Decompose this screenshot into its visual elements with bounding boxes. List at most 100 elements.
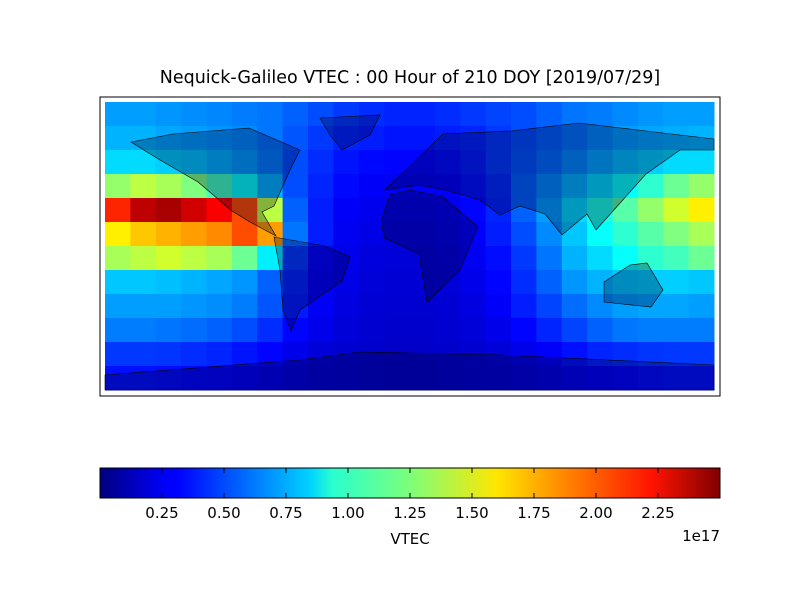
vtec-cell [561, 198, 588, 223]
vtec-cell [536, 222, 563, 247]
vtec-cell [308, 318, 334, 343]
vtec-cell [485, 318, 512, 343]
vtec-cell [612, 294, 639, 319]
coastlines [104, 114, 715, 391]
vtec-cell [358, 126, 385, 151]
heatmap [105, 102, 715, 391]
vtec-cell [130, 102, 157, 127]
vtec-cell [384, 246, 410, 271]
vtec-cell [231, 366, 258, 391]
vtec-cell [511, 294, 537, 319]
vtec-cell [130, 150, 157, 175]
vtec-cell [333, 102, 360, 127]
colorbar-tick-label: 1.50 [455, 504, 488, 522]
vtec-cell [637, 126, 664, 151]
vtec-cell [155, 342, 182, 367]
vtec-cell [536, 366, 563, 391]
vtec-cell [282, 246, 309, 271]
vtec-cell [257, 198, 284, 223]
vtec-cell [257, 126, 284, 151]
vtec-cell [130, 198, 157, 223]
vtec-cell [561, 246, 588, 271]
vtec-cell [561, 126, 588, 151]
vtec-cell [333, 294, 360, 319]
vtec-cell [308, 342, 334, 367]
vtec-cell [561, 174, 588, 199]
vtec-cell [663, 174, 690, 199]
vtec-cell [155, 174, 182, 199]
vtec-cell [384, 294, 410, 319]
vtec-cell [688, 270, 715, 295]
vtec-cell [206, 150, 233, 175]
vtec-cell [536, 174, 563, 199]
vtec-cell [536, 318, 563, 343]
colorbar-offset: 1e17 [682, 527, 720, 545]
vtec-cell [333, 222, 360, 247]
colorbar-tick-label: 1.75 [517, 504, 550, 522]
vtec-cell [460, 366, 487, 391]
vtec-cell [587, 174, 613, 199]
vtec-cell [663, 102, 690, 127]
vtec-cell [434, 102, 461, 127]
vtec-cell [409, 126, 436, 151]
vtec-cell [231, 342, 258, 367]
vtec-cell [181, 102, 207, 127]
vtec-cell [536, 198, 563, 223]
vtec-cell [663, 342, 690, 367]
vtec-cell [434, 150, 461, 175]
vtec-cell [561, 222, 588, 247]
vtec-cell [181, 342, 207, 367]
colorbar-tick-label: 0.75 [269, 504, 302, 522]
vtec-cell [536, 294, 563, 319]
vtec-cell [206, 342, 233, 367]
vtec-cell [587, 246, 613, 271]
vtec-cell [231, 102, 258, 127]
vtec-cell [105, 270, 131, 295]
vtec-cell [511, 222, 537, 247]
vtec-cell [308, 102, 334, 127]
vtec-cell [333, 126, 360, 151]
vtec-cell [612, 174, 639, 199]
vtec-cell [485, 270, 512, 295]
vtec-cell [181, 246, 207, 271]
vtec-cell [637, 222, 664, 247]
vtec-cell [308, 174, 334, 199]
vtec-cell [105, 198, 131, 223]
vtec-cell [105, 246, 131, 271]
vtec-cell [155, 126, 182, 151]
vtec-cell [282, 126, 309, 151]
vtec-cell [460, 102, 487, 127]
vtec-cell [612, 366, 639, 391]
vtec-cell [663, 294, 690, 319]
vtec-cell [485, 366, 512, 391]
vtec-cell [282, 318, 309, 343]
vtec-cell [434, 366, 461, 391]
vtec-cell [511, 174, 537, 199]
vtec-cell [409, 222, 436, 247]
vtec-cell [587, 366, 613, 391]
vtec-cell [637, 102, 664, 127]
vtec-cell [536, 246, 563, 271]
vtec-cell [130, 222, 157, 247]
vtec-cell [155, 222, 182, 247]
vtec-cell [688, 294, 715, 319]
vtec-cell [181, 222, 207, 247]
vtec-cell [460, 174, 487, 199]
vtec-cell [561, 270, 588, 295]
vtec-cell [358, 222, 385, 247]
vtec-cell [358, 102, 385, 127]
vtec-cell [561, 294, 588, 319]
vtec-cell [688, 246, 715, 271]
vtec-cell [637, 366, 664, 391]
vtec-cell [663, 126, 690, 151]
vtec-cell [688, 342, 715, 367]
vtec-cell [612, 270, 639, 295]
vtec-cell [384, 366, 410, 391]
vtec-cell [333, 174, 360, 199]
vtec-cell [155, 198, 182, 223]
colorbar-tick-label: 0.25 [145, 504, 178, 522]
vtec-cell [105, 222, 131, 247]
vtec-cell [282, 174, 309, 199]
vtec-cell [130, 246, 157, 271]
